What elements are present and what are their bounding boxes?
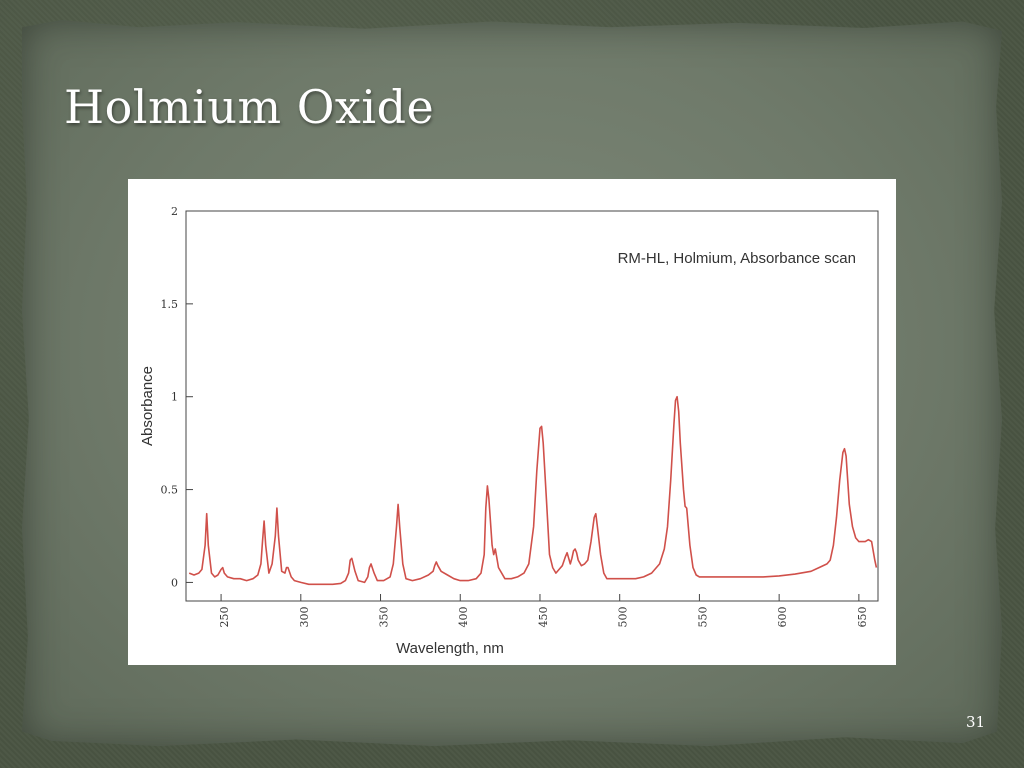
x-tick-label: 300 <box>298 607 311 628</box>
x-axis-ticks: 250 300 350 400 450 500 550 600 650 <box>218 594 869 628</box>
chart-title: RM-HL, Holmium, Absorbance scan <box>618 250 856 267</box>
absorbance-series-line <box>188 395 878 586</box>
y-tick-label: 0 <box>171 576 178 589</box>
x-tick-label: 250 <box>218 607 231 628</box>
y-tick-label: 1 <box>171 391 178 404</box>
x-tick-label: 350 <box>378 607 391 628</box>
chart-image: 0 0.5 1 1.5 2 250 300 350 400 450 500 550 600 650 RM… <box>128 179 896 665</box>
x-tick-label: 550 <box>696 607 709 628</box>
x-tick-label: 450 <box>537 607 550 628</box>
x-axis-label: Wavelength, nm <box>396 640 504 657</box>
y-tick-label: 1.5 <box>161 298 179 311</box>
y-axis-label: Absorbance <box>139 366 156 446</box>
absorbance-chart: 0 0.5 1 1.5 2 250 300 350 400 450 500 550 600 650 RM… <box>139 205 879 657</box>
x-tick-label: 600 <box>776 607 789 628</box>
page-number: 31 <box>966 713 986 731</box>
x-tick-label: 500 <box>617 607 630 628</box>
x-tick-label: 650 <box>856 607 869 628</box>
y-tick-label: 0.5 <box>161 484 179 497</box>
y-tick-label: 2 <box>171 205 178 218</box>
slide-title: Holmium Oxide <box>64 80 435 134</box>
y-axis-ticks: 0 0.5 1 1.5 2 <box>161 205 193 589</box>
x-tick-label: 400 <box>457 607 470 628</box>
